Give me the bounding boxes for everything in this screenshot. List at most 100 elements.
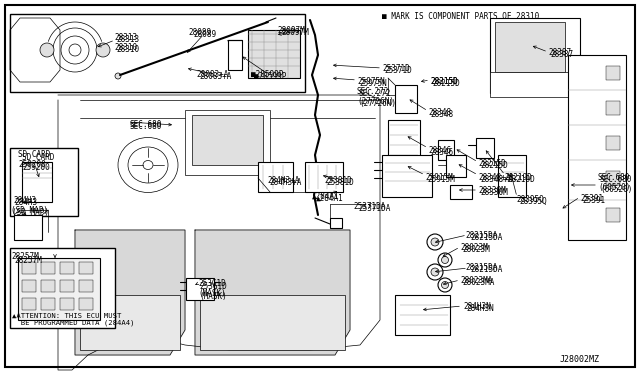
- Text: 28310: 28310: [114, 43, 137, 52]
- Text: 25371DA: 25371DA: [359, 204, 391, 213]
- Bar: [228, 40, 242, 70]
- Bar: [22, 280, 36, 292]
- Text: 28346: 28346: [430, 148, 453, 157]
- Text: 25391: 25391: [580, 194, 603, 203]
- Polygon shape: [75, 230, 185, 355]
- Bar: [185, 110, 270, 175]
- Text: 284H3: 284H3: [14, 198, 37, 207]
- Text: 28313: 28313: [114, 33, 137, 42]
- Text: 28097M: 28097M: [281, 28, 309, 37]
- Text: 25975N: 25975N: [357, 77, 385, 86]
- Text: 25391: 25391: [582, 196, 605, 205]
- Circle shape: [582, 100, 598, 116]
- Text: ▲ATTENTION: THIS ECU MUST
  BE PROGRAMMED DATA (284A4): ▲ATTENTION: THIS ECU MUST BE PROGRAMMED …: [12, 313, 134, 327]
- Circle shape: [442, 257, 449, 263]
- Bar: [606, 101, 620, 115]
- Text: SD CARD: SD CARD: [22, 153, 54, 162]
- Text: (MASK): (MASK): [199, 292, 227, 301]
- Text: J28002MZ: J28002MZ: [560, 355, 600, 364]
- Bar: [41, 262, 55, 274]
- Bar: [79, 262, 93, 274]
- Circle shape: [582, 170, 598, 186]
- Bar: [382, 155, 432, 197]
- Bar: [305, 162, 343, 192]
- Text: SEC.680: SEC.680: [130, 120, 163, 129]
- Text: ▲284A1: ▲284A1: [312, 192, 340, 201]
- Text: 28023M: 28023M: [462, 245, 490, 254]
- Text: 28215DA: 28215DA: [465, 231, 497, 240]
- Text: 28313: 28313: [116, 35, 139, 44]
- Bar: [41, 298, 55, 310]
- Text: (27726N): (27726N): [359, 99, 396, 108]
- Text: 28089: 28089: [188, 28, 212, 37]
- Text: 28395Q: 28395Q: [519, 197, 547, 206]
- Text: 25371DA: 25371DA: [354, 202, 386, 211]
- Text: 28348+A: 28348+A: [480, 175, 513, 184]
- Bar: [22, 298, 36, 310]
- Text: 28387: 28387: [550, 50, 573, 59]
- Text: 28346: 28346: [428, 146, 451, 155]
- Bar: [10, 248, 115, 328]
- Circle shape: [40, 43, 54, 57]
- Bar: [606, 171, 620, 185]
- Text: 28219D: 28219D: [507, 175, 535, 184]
- Text: SEC.680: SEC.680: [598, 173, 630, 182]
- Bar: [438, 140, 454, 160]
- Circle shape: [582, 135, 598, 151]
- Bar: [395, 85, 417, 113]
- Circle shape: [431, 238, 439, 246]
- Circle shape: [582, 207, 598, 223]
- Text: (60520): (60520): [600, 185, 632, 194]
- Text: 28089: 28089: [193, 30, 216, 39]
- Bar: [258, 162, 293, 192]
- Bar: [22, 262, 36, 274]
- Text: 284H3+A: 284H3+A: [270, 178, 302, 187]
- Bar: [248, 30, 300, 78]
- Text: 284H3N: 284H3N: [466, 304, 493, 313]
- Text: 253G1D: 253G1D: [198, 279, 226, 288]
- Text: 28257M: 28257M: [11, 252, 39, 261]
- Text: ▲284A1: ▲284A1: [316, 194, 344, 203]
- Text: 28395Q: 28395Q: [516, 195, 544, 204]
- Text: SEC.680: SEC.680: [600, 175, 632, 184]
- Text: SD CARD: SD CARD: [18, 150, 51, 159]
- Text: 28310: 28310: [116, 45, 139, 54]
- Text: 253G1D: 253G1D: [199, 282, 227, 291]
- Text: 25975N: 25975N: [359, 79, 387, 88]
- Text: SEC.272: SEC.272: [359, 89, 392, 98]
- Circle shape: [115, 73, 121, 79]
- Bar: [18, 258, 100, 320]
- Text: 28219D: 28219D: [504, 173, 532, 182]
- Bar: [446, 155, 466, 177]
- Text: 25381D: 25381D: [324, 176, 352, 185]
- Text: 28387: 28387: [548, 48, 571, 57]
- Text: 25915M: 25915M: [425, 173, 452, 182]
- Bar: [330, 218, 342, 228]
- Circle shape: [96, 43, 110, 57]
- Text: 28023MA: 28023MA: [462, 278, 494, 287]
- Bar: [498, 155, 526, 197]
- Circle shape: [442, 282, 449, 289]
- Bar: [450, 185, 472, 199]
- Bar: [60, 298, 74, 310]
- Text: 284H3+A: 284H3+A: [268, 176, 300, 185]
- Bar: [495, 22, 565, 72]
- Text: 25381D: 25381D: [326, 178, 354, 187]
- Text: 28348+A: 28348+A: [478, 173, 510, 182]
- Bar: [490, 72, 580, 97]
- Text: 25371D: 25371D: [382, 64, 410, 73]
- Text: 28215DA: 28215DA: [470, 265, 502, 274]
- Bar: [388, 120, 420, 170]
- Text: SEC.680: SEC.680: [130, 122, 163, 131]
- Bar: [41, 280, 55, 292]
- Text: 284H3: 284H3: [13, 196, 36, 205]
- Bar: [10, 148, 78, 216]
- Text: 28215DA: 28215DA: [465, 263, 497, 272]
- Text: (SD MAP): (SD MAP): [11, 206, 48, 215]
- Bar: [60, 262, 74, 274]
- Bar: [186, 278, 214, 300]
- Text: 28257M: 28257M: [14, 256, 42, 265]
- Text: 28315D: 28315D: [430, 77, 458, 86]
- Text: (60520): (60520): [598, 183, 630, 192]
- Circle shape: [582, 65, 598, 81]
